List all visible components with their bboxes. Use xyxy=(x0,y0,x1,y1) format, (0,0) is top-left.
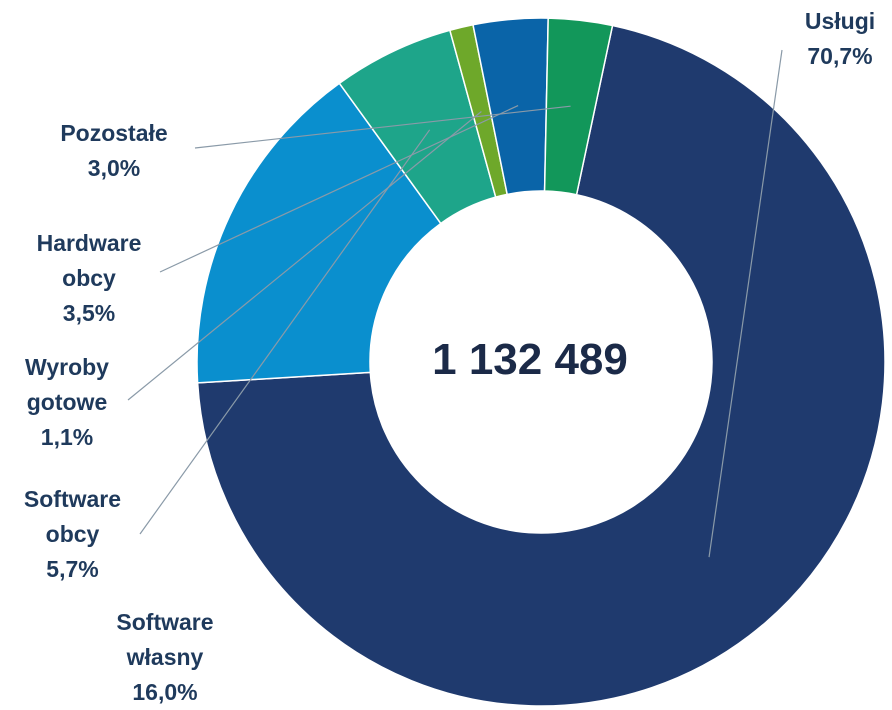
label-hardware-obcy-name-2: obcy xyxy=(62,265,116,291)
label-software-wlasny-value: 16,0% xyxy=(132,679,198,705)
slice-uslugi xyxy=(196,24,886,707)
label-hardware-obcy-name-1: Hardware xyxy=(36,230,142,256)
label-hardware-obcy-value: 3,5% xyxy=(62,300,116,326)
leader-line-hardware-obcy xyxy=(159,104,519,273)
label-wyroby-gotowe-value: 1,1% xyxy=(40,424,94,450)
label-uslugi: Usługi 70,7% xyxy=(790,4,890,74)
label-software-wlasny-name-1: Software xyxy=(116,609,214,635)
label-software-obcy: Software obcy 5,7% xyxy=(0,482,145,587)
label-software-obcy-name-1: Software xyxy=(23,486,122,512)
slice-pozostale xyxy=(543,17,614,196)
label-pozostale-value: 3,0% xyxy=(87,155,141,181)
leader-line-pozostale xyxy=(194,105,571,149)
center-total: 1 132 489 xyxy=(432,335,628,384)
label-hardware-obcy: Hardware obcy 3,5% xyxy=(14,226,164,331)
label-software-wlasny-name-2: własny xyxy=(126,644,204,670)
label-software-wlasny: Software własny 16,0% xyxy=(90,605,240,710)
label-wyroby-gotowe: Wyroby gotowe 1,1% xyxy=(2,350,132,455)
leader-line-wyroby-gotowe xyxy=(127,111,482,401)
label-uslugi-name: Usługi xyxy=(804,8,876,34)
label-uslugi-value: 70,7% xyxy=(807,43,873,69)
label-wyroby-gotowe-name-2: gotowe xyxy=(26,389,108,415)
leader-line-software-obcy xyxy=(139,129,431,535)
label-software-obcy-name-2: obcy xyxy=(45,521,100,547)
label-pozostale-name: Pozostałe xyxy=(60,120,168,146)
slice-software-wlasny xyxy=(196,82,442,384)
label-software-obcy-value: 5,7% xyxy=(46,556,99,582)
label-pozostale: Pozostałe 3,0% xyxy=(44,116,184,186)
leader-line-uslugi xyxy=(708,49,783,558)
label-wyroby-gotowe-name-1: Wyroby xyxy=(25,354,109,380)
